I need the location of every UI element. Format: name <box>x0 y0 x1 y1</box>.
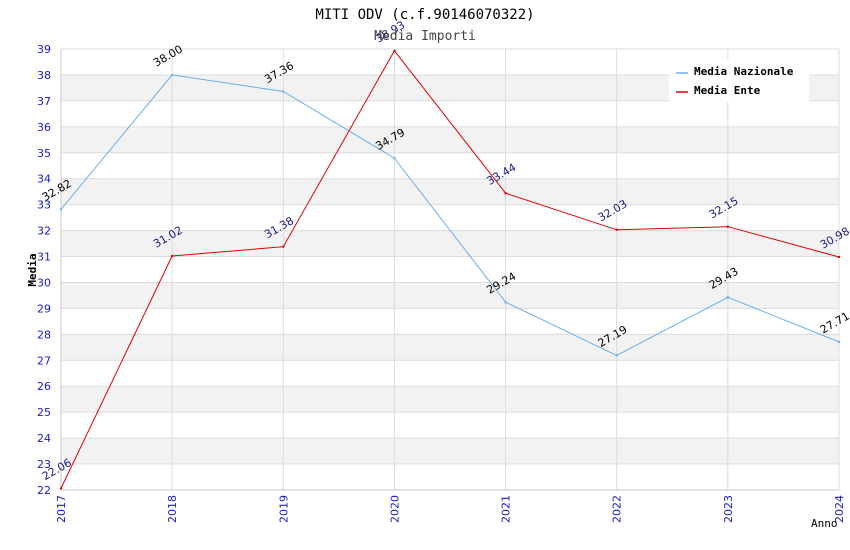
y-tick-label: 34 <box>37 173 51 186</box>
legend-label-media-nazionale: Media Nazionale <box>694 65 794 78</box>
y-tick-label: 30 <box>37 276 51 289</box>
y-tick-label: 35 <box>37 147 51 160</box>
grid-band <box>61 230 839 257</box>
axes <box>60 49 839 491</box>
data-point <box>282 245 285 248</box>
y-tick-label: 39 <box>37 43 51 56</box>
data-point <box>837 255 841 259</box>
y-tick-label: 28 <box>37 328 51 341</box>
grid-band <box>61 438 839 465</box>
x-tick-label: 2019 <box>277 495 290 523</box>
data-point <box>837 340 841 344</box>
data-point <box>282 90 285 93</box>
grid-lines <box>60 48 840 491</box>
x-tick-label: 2022 <box>611 495 624 523</box>
y-tick-label: 38 <box>37 69 51 82</box>
y-tick-label: 36 <box>37 121 51 134</box>
legend: Media Nazionale Media Ente <box>669 60 809 102</box>
data-point <box>59 487 63 490</box>
y-tick-labels: 22 23 24 25 26 27 28 29 30 31 32 33 34 35 36 37 38 39 <box>37 43 51 497</box>
y-tick-label: 31 <box>37 251 51 264</box>
data-point <box>504 192 507 195</box>
y-tick-label: 33 <box>37 199 51 212</box>
y-tick-label: 32 <box>37 225 51 238</box>
y-tick-label: 22 <box>37 484 51 497</box>
y-tick-label: 23 <box>37 458 51 471</box>
x-tick-label: 2018 <box>166 495 179 523</box>
data-point <box>615 228 618 232</box>
chart-subtitle: Media Importi <box>374 29 476 44</box>
data-point <box>393 49 396 53</box>
x-tick-label: 2017 <box>55 495 68 523</box>
x-axis-label: Anno <box>811 517 838 530</box>
legend-label-media-ente: Media Ente <box>694 84 761 97</box>
legend-box <box>669 60 809 102</box>
data-point <box>170 254 174 258</box>
x-tick-label: 2021 <box>500 495 513 523</box>
y-axis-label: Media <box>26 253 39 286</box>
grid-band <box>61 282 839 309</box>
y-tick-label: 24 <box>37 432 51 445</box>
y-tick-label: 25 <box>37 406 51 419</box>
x-tick-label: 2023 <box>722 495 735 523</box>
y-tick-label: 26 <box>37 380 51 393</box>
series-line-media-nazionale <box>60 74 840 356</box>
data-point <box>726 296 730 299</box>
grid-band <box>61 334 839 361</box>
grid-band <box>61 386 839 413</box>
chart-title: MITI ODV (c.f.90146070322) <box>315 7 534 23</box>
y-tick-label: 37 <box>37 95 51 108</box>
data-point <box>615 354 618 357</box>
grid-bands <box>61 74 839 465</box>
series-lines <box>59 49 841 490</box>
x-tick-label: 2020 <box>388 495 401 523</box>
grid-band <box>61 178 839 205</box>
y-tick-label: 29 <box>37 302 51 315</box>
data-point <box>170 73 174 77</box>
x-tick-labels: 2017 2018 2019 2020 2021 2022 2023 2024 <box>55 495 846 523</box>
series-line-media-ente <box>60 49 840 489</box>
x-tick-label: 2024 <box>833 495 846 523</box>
data-point <box>59 208 63 211</box>
grid-band <box>61 126 839 153</box>
data-point <box>726 225 730 228</box>
y-tick-label: 27 <box>37 354 51 367</box>
data-point <box>393 157 396 160</box>
data-point <box>504 300 507 304</box>
